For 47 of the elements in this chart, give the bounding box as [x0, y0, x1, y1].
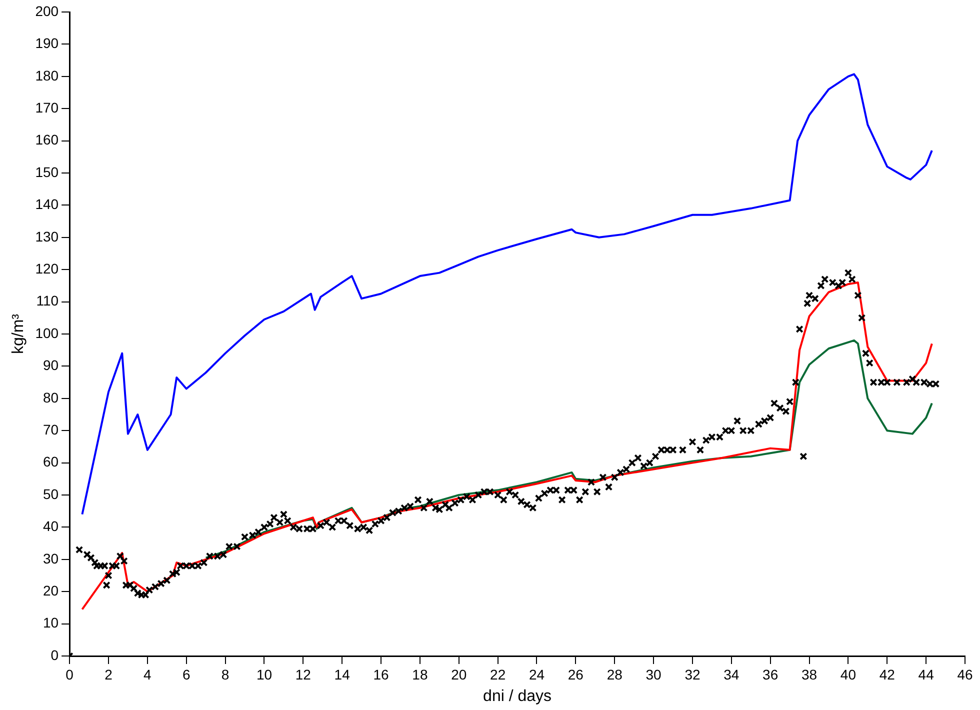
x-tick-label: 12 — [295, 666, 312, 682]
y-tick-label: 170 — [35, 99, 59, 116]
x-tick-label: 18 — [412, 666, 428, 682]
y-tick-label: 30 — [42, 550, 59, 566]
x-tick-label: 34 — [724, 666, 740, 682]
x-tick-label: 4 — [144, 666, 152, 682]
x-tick-label: 32 — [684, 666, 700, 682]
y-tick-label: 90 — [42, 357, 59, 374]
y-axis-title: kg/m³ — [10, 313, 28, 354]
x-tick-label: 2 — [104, 666, 113, 682]
y-tick-label: 80 — [42, 389, 59, 406]
y-tick-label: 70 — [42, 421, 59, 438]
x-tick-label: 28 — [606, 666, 623, 682]
y-tick-label: 190 — [35, 35, 59, 52]
y-tick-label: 160 — [35, 132, 59, 148]
y-tick-label: 150 — [35, 164, 59, 180]
y-tick-label: 60 — [42, 454, 59, 470]
y-tick-label: 50 — [42, 486, 59, 502]
y-tick-label: 200 — [35, 2, 59, 19]
y-tick-label: 130 — [35, 228, 59, 244]
x-tick-label: 6 — [182, 666, 190, 682]
x-tick-label: 20 — [451, 666, 467, 682]
x-tick-label: 46 — [957, 666, 973, 682]
x-tick-label: 22 — [490, 666, 506, 682]
y-tick-label: 120 — [35, 260, 59, 276]
x-tick-label: 24 — [528, 666, 545, 682]
x-tick-label: 44 — [918, 666, 934, 682]
x-tick-label: 16 — [373, 666, 390, 682]
x-tick-label: 30 — [646, 666, 662, 682]
x-axis-title: dni / days — [483, 688, 552, 705]
x-tick-label: 36 — [762, 666, 778, 682]
y-tick-label: 20 — [42, 582, 59, 598]
y-tick-label: 40 — [42, 518, 59, 534]
y-tick-label: 10 — [42, 614, 59, 631]
x-tick-label: 42 — [879, 666, 896, 682]
x-tick-label: 10 — [256, 666, 272, 682]
x-tick-label: 26 — [568, 666, 584, 682]
y-tick-label: 100 — [35, 324, 59, 341]
y-tick-label: 180 — [35, 67, 59, 84]
x-tick-label: 0 — [66, 666, 74, 682]
x-tick-label: 38 — [801, 666, 818, 682]
y-tick-label: 140 — [35, 196, 59, 212]
y-tick-label: 110 — [36, 292, 59, 309]
x-tick-label: 14 — [334, 666, 350, 682]
x-tick-label: 8 — [221, 666, 230, 682]
x-tick-label: 40 — [840, 666, 856, 682]
y-tick-label: 0 — [50, 646, 59, 663]
